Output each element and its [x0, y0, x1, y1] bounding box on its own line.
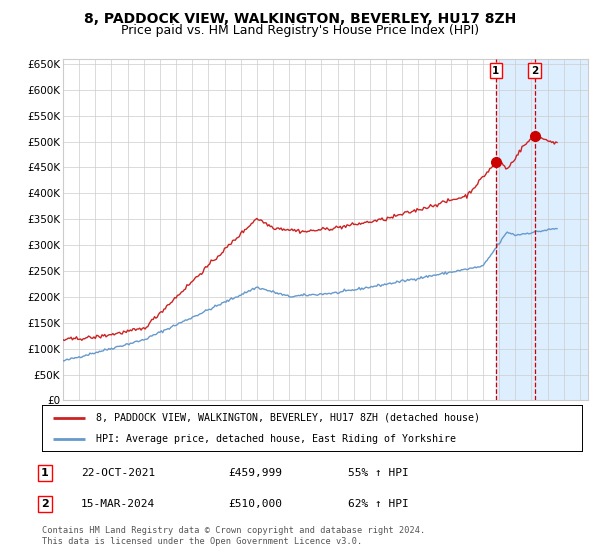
- Text: Price paid vs. HM Land Registry's House Price Index (HPI): Price paid vs. HM Land Registry's House …: [121, 24, 479, 36]
- Text: 2: 2: [531, 66, 538, 76]
- Text: 22-OCT-2021: 22-OCT-2021: [81, 468, 155, 478]
- Bar: [496, 59, 588, 400]
- Text: 8, PADDOCK VIEW, WALKINGTON, BEVERLEY, HU17 8ZH (detached house): 8, PADDOCK VIEW, WALKINGTON, BEVERLEY, H…: [96, 413, 480, 423]
- Text: 1: 1: [41, 468, 49, 478]
- Text: 2: 2: [41, 499, 49, 509]
- Text: 62% ↑ HPI: 62% ↑ HPI: [348, 499, 409, 509]
- Text: £459,999: £459,999: [228, 468, 282, 478]
- Text: 1: 1: [492, 66, 500, 76]
- Text: Contains HM Land Registry data © Crown copyright and database right 2024.
This d: Contains HM Land Registry data © Crown c…: [42, 526, 425, 546]
- Text: HPI: Average price, detached house, East Riding of Yorkshire: HPI: Average price, detached house, East…: [96, 435, 456, 444]
- Text: 8, PADDOCK VIEW, WALKINGTON, BEVERLEY, HU17 8ZH: 8, PADDOCK VIEW, WALKINGTON, BEVERLEY, H…: [84, 12, 516, 26]
- Text: 55% ↑ HPI: 55% ↑ HPI: [348, 468, 409, 478]
- Text: 15-MAR-2024: 15-MAR-2024: [81, 499, 155, 509]
- Text: £510,000: £510,000: [228, 499, 282, 509]
